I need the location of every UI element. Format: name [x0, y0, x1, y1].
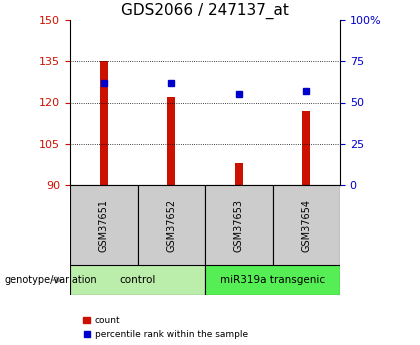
Bar — [137, 185, 205, 265]
Bar — [100, 61, 108, 185]
Legend: count, percentile rank within the sample: count, percentile rank within the sample — [83, 316, 248, 339]
Text: control: control — [119, 275, 156, 285]
Bar — [205, 265, 340, 295]
Bar — [70, 185, 137, 265]
Text: miR319a transgenic: miR319a transgenic — [220, 275, 325, 285]
Text: GSM37652: GSM37652 — [166, 198, 176, 252]
Text: GSM37653: GSM37653 — [234, 198, 244, 252]
Bar — [205, 185, 273, 265]
Text: GSM37651: GSM37651 — [99, 198, 109, 252]
Bar — [70, 265, 205, 295]
Text: GSM37654: GSM37654 — [301, 198, 311, 252]
Bar — [302, 111, 310, 185]
Title: GDS2066 / 247137_at: GDS2066 / 247137_at — [121, 2, 289, 19]
Bar — [273, 185, 340, 265]
Bar — [235, 163, 243, 185]
Text: genotype/variation: genotype/variation — [4, 275, 97, 285]
Bar — [167, 97, 175, 185]
